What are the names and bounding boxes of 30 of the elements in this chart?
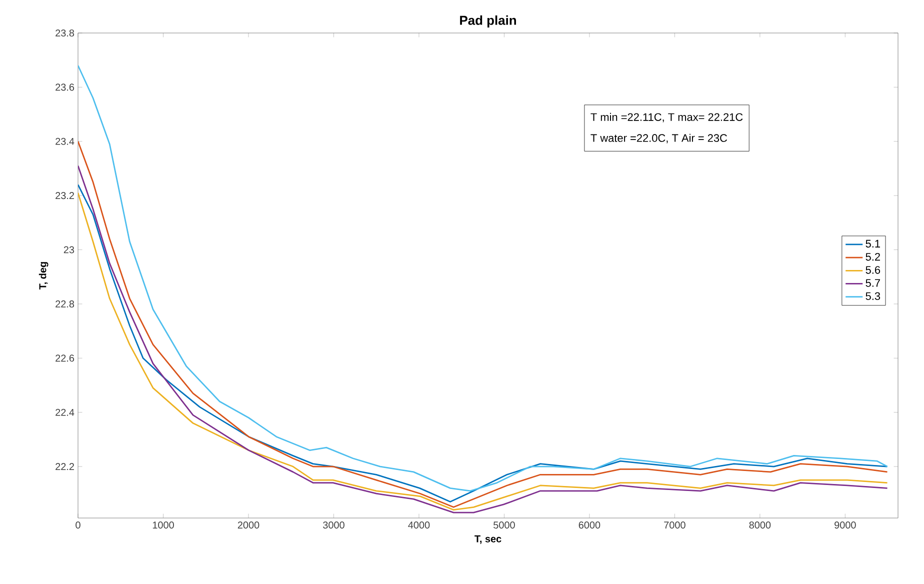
y-tick-label: 23.4 [56,138,74,145]
line-series [78,64,888,492]
x-tick-label: 0 [76,522,80,529]
y-tick-label: 23.6 [56,84,74,91]
x-tick-label: 8000 [749,522,771,529]
legend-label: 5.1 [866,240,880,248]
x-axis-title: T, sec [474,535,502,544]
chart-title: Pad plain [460,15,516,28]
legend-label: 5.3 [866,292,880,300]
y-tick-label: 23.8 [56,29,74,37]
y-tick-label: 22.6 [56,354,74,362]
x-tick-label: 2000 [238,522,260,529]
x-tick-label: 5000 [494,522,515,529]
y-tick-label: 22.4 [56,408,74,416]
y-axis-title: T, deg [38,262,48,290]
annotation: T water =22.0C, T Air = 23C [590,134,728,144]
x-tick-label: 3000 [323,522,344,529]
y-tick-label: 23.2 [56,192,74,200]
y-tick-label: 22.2 [56,463,74,470]
x-tick-label: 1000 [152,522,174,529]
legend-label: 5.2 [866,252,880,261]
y-tick-label: 23 [64,246,74,254]
legend-label: 5.7 [866,279,880,287]
x-tick-label: 4000 [408,522,430,529]
x-tick-label: 9000 [834,522,856,529]
y-tick-label: 22.8 [56,300,74,308]
x-tick-label: 7000 [664,522,686,529]
annotation: T min =22.11C, T max= 22.21C [590,112,743,122]
x-tick-label: 6000 [578,522,600,529]
legend-label: 5.6 [866,266,880,274]
